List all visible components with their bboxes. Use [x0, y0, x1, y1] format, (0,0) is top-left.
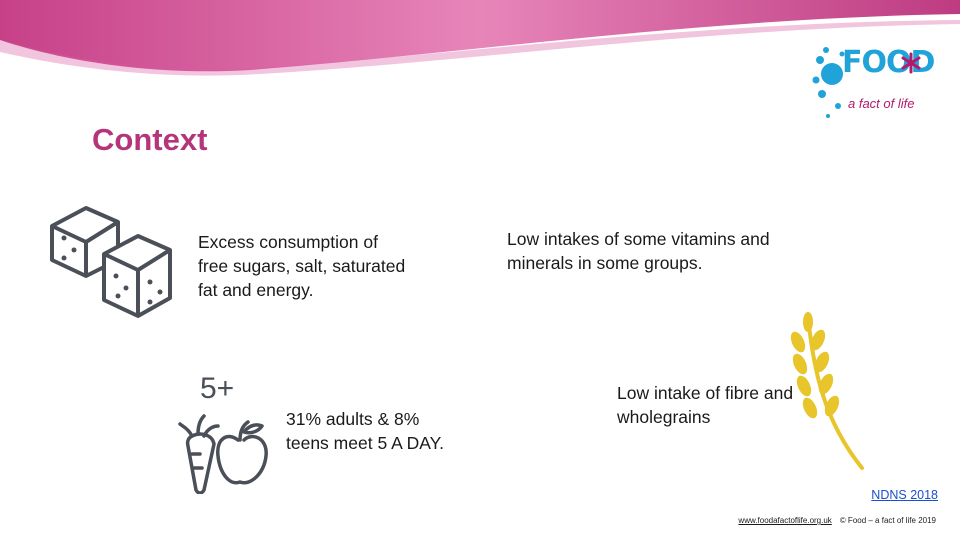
point-vitamins: Low intakes of some vitamins and mineral… — [507, 229, 770, 273]
header-swoosh — [0, 0, 960, 76]
sugar-cubes-icon — [50, 206, 172, 318]
point-five-a-day: 31% adults & 8% teens meet 5 A DAY. — [286, 409, 444, 453]
footer: www.foodafactoflife.org.uk © Food – a fa… — [738, 516, 936, 525]
point-fibre: Low intake of fibre and wholegrains — [617, 383, 794, 427]
asterisk-icon — [901, 52, 921, 74]
footer-copyright: © Food – a fact of life 2019 — [839, 516, 936, 525]
food-a-fact-of-life-logo[interactable]: FOOD a fact of life — [812, 44, 935, 126]
five-a-day-label: 5+ — [200, 372, 235, 405]
wheat-icon — [790, 312, 864, 470]
fruit-veg-icon — [178, 414, 268, 494]
point-sugars: Excess consumption of free sugars, salt,… — [198, 232, 406, 300]
slide-title: Context — [92, 122, 208, 157]
footer-website-link[interactable]: www.foodafactoflife.org.uk — [738, 516, 832, 525]
logo-tagline: a fact of life — [848, 96, 915, 111]
logo-word: FOOD — [842, 45, 935, 80]
splash-icon — [812, 47, 845, 118]
source-link[interactable]: NDNS 2018 — [871, 488, 938, 502]
